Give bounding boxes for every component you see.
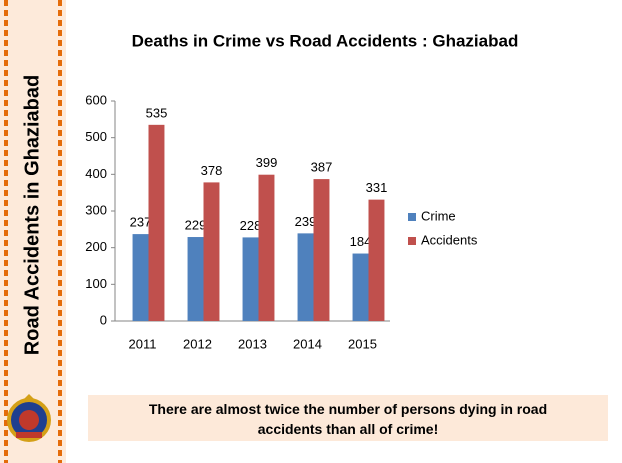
sidebar: Road Accidents in Ghaziabad bbox=[0, 0, 66, 463]
data-label: 237 bbox=[130, 215, 152, 230]
bar bbox=[187, 237, 204, 321]
y-tick-label: 400 bbox=[85, 166, 107, 181]
x-tick-label: 2011 bbox=[129, 336, 157, 351]
emblem bbox=[7, 394, 51, 442]
x-tick-label: 2012 bbox=[183, 336, 212, 351]
border-stripe bbox=[4, 0, 8, 463]
bar bbox=[297, 233, 314, 321]
y-tick-label: 200 bbox=[85, 239, 107, 254]
legend-label: Accidents bbox=[421, 232, 478, 247]
bar bbox=[203, 182, 220, 321]
bar bbox=[258, 174, 275, 321]
data-label: 378 bbox=[201, 163, 223, 178]
legend-swatch bbox=[408, 213, 416, 221]
data-label: 239 bbox=[295, 214, 317, 229]
legend-label: Crime bbox=[421, 208, 456, 223]
bar bbox=[368, 199, 385, 321]
data-label: 331 bbox=[366, 180, 388, 195]
y-tick-label: 300 bbox=[85, 202, 107, 217]
x-tick-label: 2013 bbox=[238, 336, 267, 351]
chart-title: Deaths in Crime vs Road Accidents : Ghaz… bbox=[132, 31, 519, 50]
data-label: 229 bbox=[185, 217, 207, 232]
y-tick-label: 600 bbox=[85, 92, 107, 107]
bar bbox=[242, 237, 259, 321]
x-tick-label: 2015 bbox=[348, 336, 377, 351]
data-label: 535 bbox=[146, 105, 168, 120]
bar bbox=[313, 179, 330, 321]
border-stripe bbox=[58, 0, 62, 463]
data-label: 387 bbox=[311, 160, 333, 175]
note: There are almost twice the number of per… bbox=[88, 395, 608, 441]
data-label: 184 bbox=[350, 234, 372, 249]
bar bbox=[148, 124, 165, 321]
bar bbox=[352, 253, 369, 321]
y-tick-label: 0 bbox=[100, 312, 107, 327]
data-label: 228 bbox=[240, 218, 262, 233]
y-tick-label: 100 bbox=[85, 276, 107, 291]
x-tick-label: 2014 bbox=[293, 336, 322, 351]
legend-swatch bbox=[408, 237, 416, 245]
bar bbox=[132, 234, 149, 321]
y-tick-label: 500 bbox=[85, 129, 107, 144]
data-label: 399 bbox=[256, 155, 278, 170]
